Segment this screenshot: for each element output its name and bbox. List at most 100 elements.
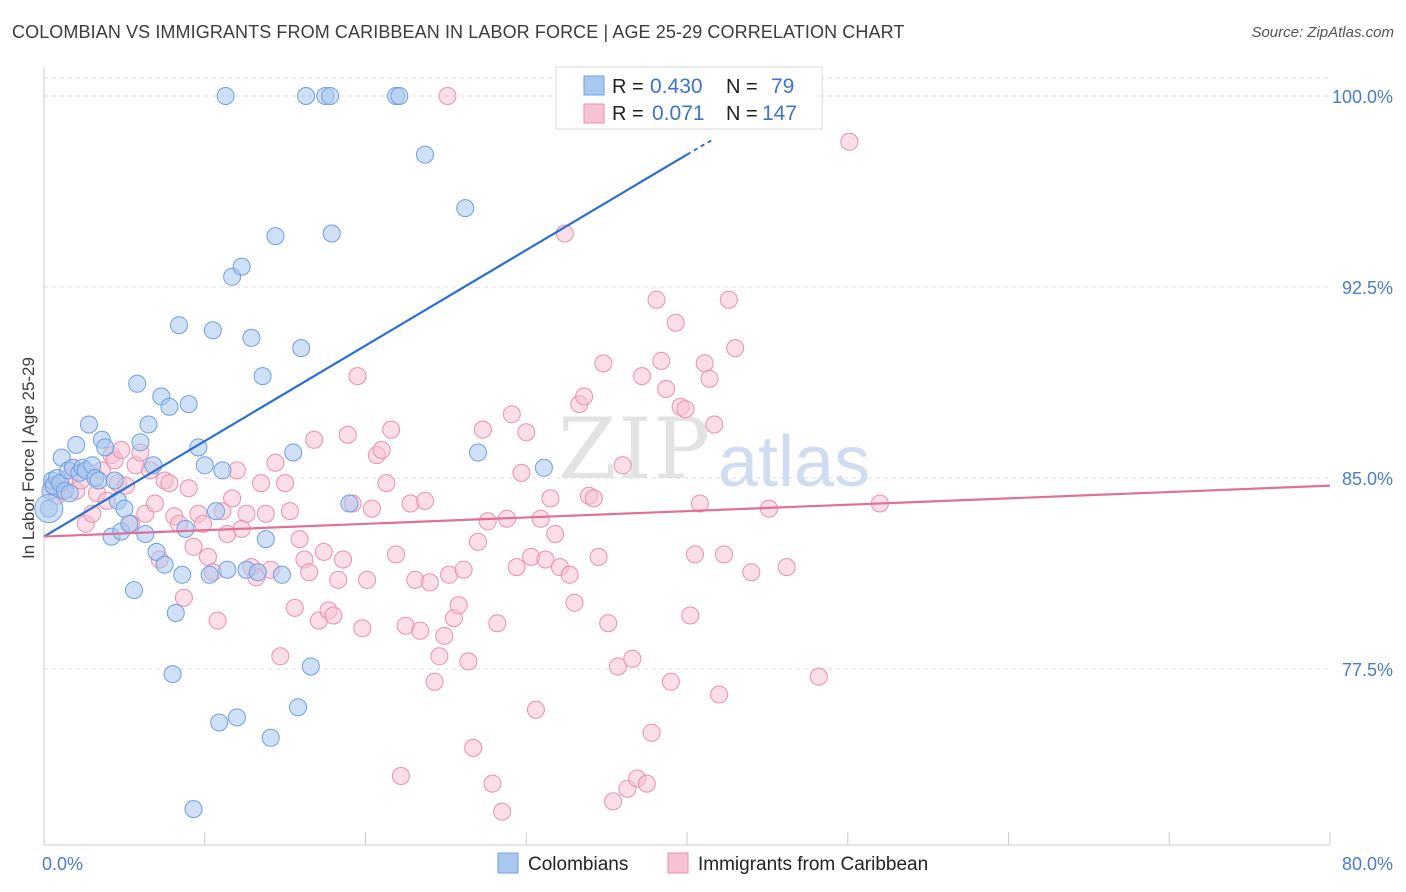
caribbean-point-41 <box>237 504 256 523</box>
caribbean-point-109 <box>565 593 584 612</box>
caribbean-point-130 <box>666 313 685 332</box>
caribbean-point-114 <box>589 547 608 566</box>
colombian-point-65 <box>297 87 315 105</box>
colombian-point-75 <box>340 494 359 513</box>
caribbean-point-143 <box>742 563 761 582</box>
colombian-point-63 <box>289 698 307 717</box>
caribbean-point-79 <box>420 573 439 592</box>
colombian-point-71 <box>390 87 409 105</box>
caribbean-point-70 <box>377 474 396 493</box>
stats-r-value-colombians: 0.430 <box>650 75 703 98</box>
caribbean-point-135 <box>690 494 709 513</box>
legend-swatch-caribbean <box>667 852 689 874</box>
caribbean-point-147 <box>438 87 457 105</box>
caribbean-point-119 <box>613 456 632 475</box>
y-tick-label-2: 85.0% <box>1342 469 1393 489</box>
caribbean-point-80 <box>425 672 444 691</box>
caribbean-point-108 <box>560 565 579 584</box>
caribbean-point-88 <box>464 738 483 757</box>
caribbean-point-60 <box>329 570 348 589</box>
y-tick-label-0: 100.0% <box>1332 87 1393 107</box>
caribbean-point-126 <box>647 290 666 309</box>
caribbean-point-132 <box>676 400 695 419</box>
colombian-point-15 <box>80 415 98 434</box>
caribbean-point-87 <box>459 652 478 671</box>
colombian-point-77 <box>216 87 235 105</box>
stats-n-label-caribbean: N = <box>726 103 758 125</box>
caribbean-point-28 <box>174 588 193 607</box>
legend-label-colombians: Colombians <box>528 854 628 875</box>
y-axis-title: In Labor Force | Age 25-29 <box>19 357 38 559</box>
stats-n-value-caribbean: 147 <box>762 102 797 125</box>
stats-r-label-colombians: R = <box>612 76 644 98</box>
caribbean-point-94 <box>493 802 512 821</box>
colombian-point-73 <box>456 199 475 218</box>
colombian-point-30 <box>136 525 155 543</box>
caribbean-point-29 <box>179 479 198 498</box>
caribbean-point-32 <box>194 514 213 533</box>
caribbean-point-22 <box>145 494 164 513</box>
stats-legend-swatch-caribbean <box>583 103 605 124</box>
caribbean-point-142 <box>726 339 745 358</box>
caribbean-point-116 <box>599 614 618 633</box>
caribbean-point-121 <box>623 649 642 668</box>
colombian-point-62 <box>284 443 303 462</box>
caribbean-point-49 <box>276 474 295 493</box>
colombian-point-39 <box>170 316 188 335</box>
caribbean-point-136 <box>695 354 714 373</box>
caribbean-point-140 <box>715 545 733 564</box>
stats-r-label-caribbean: R = <box>612 103 644 125</box>
caribbean-point-128 <box>657 379 676 398</box>
stats-n-label-colombians: N = <box>726 76 758 98</box>
colombian-point-53 <box>232 257 251 276</box>
caribbean-point-71 <box>382 420 401 439</box>
caribbean-point-65 <box>353 619 372 638</box>
colombian-point-52 <box>227 708 246 727</box>
caribbean-trendline <box>43 484 1331 538</box>
caribbean-point-47 <box>266 453 285 472</box>
x-tick-label-1: 80.0% <box>1342 854 1393 874</box>
caribbean-point-64 <box>348 367 367 386</box>
colombian-point-59 <box>261 728 280 747</box>
colombian-point-46 <box>203 321 222 340</box>
colombian-points <box>34 87 553 819</box>
x-axis-ticks <box>43 832 1331 845</box>
caribbean-point-90 <box>473 420 492 439</box>
colombian-point-72 <box>416 145 434 164</box>
caribbean-point-62 <box>338 425 357 444</box>
caribbean-point-86 <box>454 560 473 579</box>
y-tick-labels: 100.0% 92.5% 85.0% 77.5% <box>1332 87 1393 680</box>
colombian-point-42 <box>184 800 203 819</box>
colombian-point-76 <box>176 519 195 538</box>
caribbean-point-15 <box>112 441 131 459</box>
caribbean-point-67 <box>362 499 381 518</box>
caribbean-point-81 <box>430 647 449 666</box>
colombian-point-26 <box>120 514 139 533</box>
caribbean-point-51 <box>285 598 304 617</box>
colombian-point-49 <box>213 461 232 480</box>
caribbean-point-92 <box>483 774 502 793</box>
colombian-point-25 <box>115 499 134 518</box>
caribbean-point-138 <box>705 415 724 434</box>
caribbean-point-85 <box>449 596 468 615</box>
caribbean-point-99 <box>517 423 536 442</box>
y-tick-label-1: 92.5% <box>1342 278 1393 298</box>
watermark: ZIP atlas <box>558 400 870 502</box>
caribbean-point-129 <box>661 672 680 691</box>
caribbean-point-97 <box>507 558 526 577</box>
caribbean-point-117 <box>604 792 623 811</box>
colombian-point-74 <box>534 458 553 477</box>
colombian-trendline-extension <box>686 139 712 156</box>
x-tick-labels: 0.0% 80.0% <box>42 854 1393 874</box>
caribbean-point-125 <box>642 723 661 742</box>
trendlines <box>43 139 1331 538</box>
colombian-point-36 <box>160 397 179 416</box>
caribbean-point-137 <box>700 369 719 388</box>
caribbean-point-54 <box>300 563 319 582</box>
gridlines <box>44 77 1330 670</box>
caribbean-point-91 <box>478 512 497 531</box>
y-tick-label-3: 77.5% <box>1342 660 1393 680</box>
colombian-point-56 <box>248 563 267 582</box>
